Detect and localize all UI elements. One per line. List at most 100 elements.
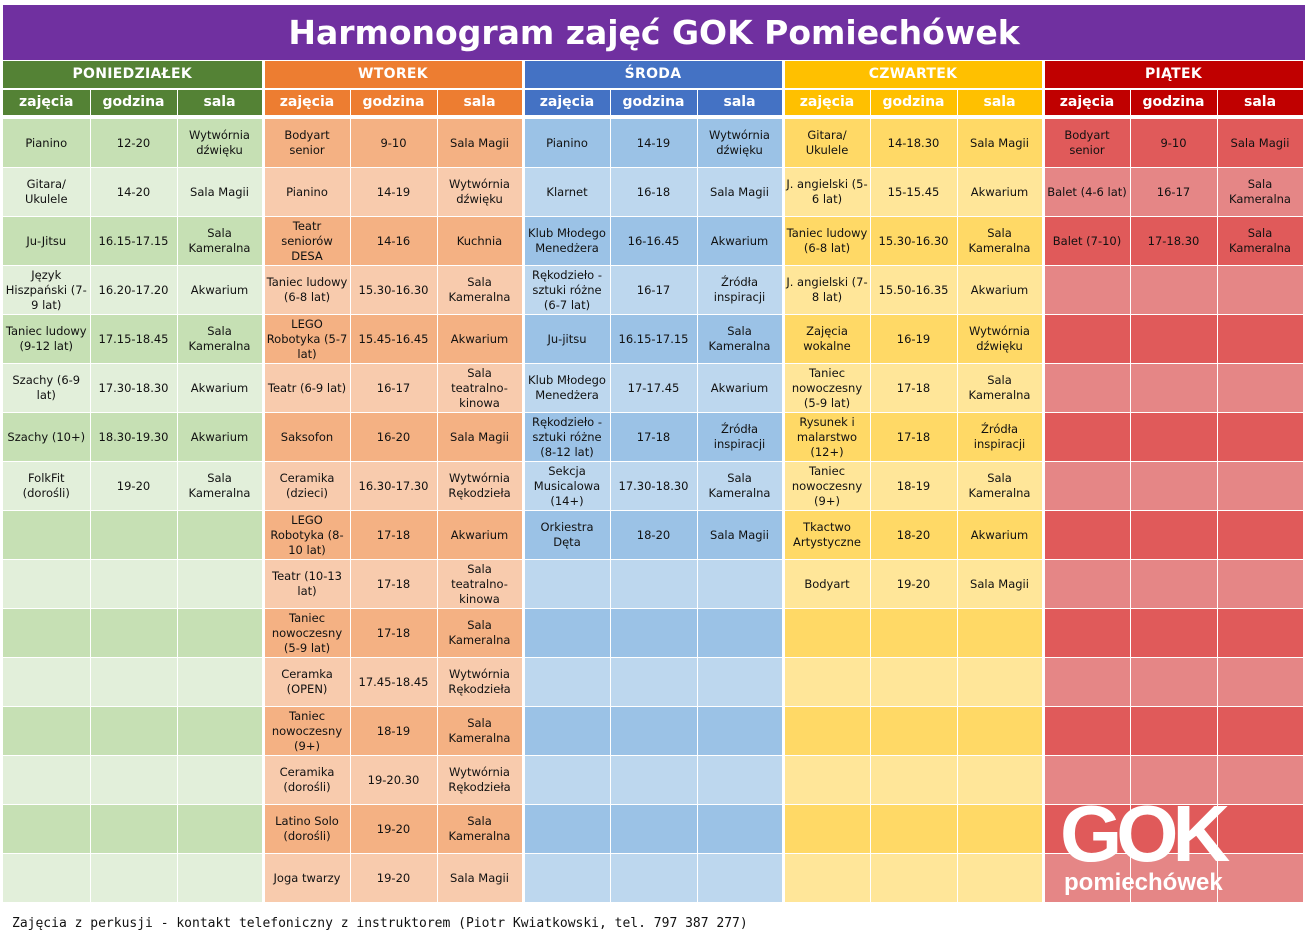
activity-cell: Taniec nowoczesny (5-9 lat) [261,608,351,658]
activity-cell: Rękodzieło - sztuki różne (8-12 lat) [521,412,611,462]
empty-cell [177,853,264,903]
time-cell: 15-15.45 [870,167,958,217]
time-cell: 16.15-17.15 [610,314,698,364]
activity-cell: J. angielski (5-6 lat) [781,167,871,217]
empty-cell [1217,363,1304,413]
empty-cell [521,559,611,609]
empty-cell [1041,559,1131,609]
room-cell: Sala Kameralna [437,804,524,854]
time-cell: 17.30-18.30 [90,363,178,413]
activity-cell: Bodyart [781,559,871,609]
time-cell: 14-16 [350,216,438,266]
column-header-row: zajęcia godzina sala zajęcia godzina sala zaję… [3,89,1304,119]
time-cell: 15.30-16.30 [870,216,958,266]
column-header-sala: sala [437,89,524,119]
empty-cell [177,804,264,854]
empty-cell [781,706,871,756]
empty-cell [1130,412,1218,462]
time-cell: 18-20 [610,510,698,560]
empty-cell [1041,265,1131,315]
empty-cell [521,804,611,854]
empty-cell [1130,265,1218,315]
activity-cell: Taniec ludowy (9-12 lat) [3,314,91,364]
empty-cell [521,853,611,903]
table-row: Ceramika (dorośli) 19-20.30 Wytwórnia Ręko… [3,755,1304,805]
day-header-wtorek: WTOREK [261,61,524,90]
day-header-sroda: ŚRODA [521,61,784,90]
empty-cell [1130,314,1218,364]
room-cell: Sala Magii [1217,117,1304,168]
table-row: Szachy (10+) 18.30-19.30 Akwarium Saksofon 1… [3,412,1304,462]
time-cell: 15.50-16.35 [870,265,958,315]
empty-cell [90,608,178,658]
empty-cell [1041,706,1131,756]
time-cell: 19-20 [350,804,438,854]
room-cell: Sala teatralno-kinowa [437,363,524,413]
time-cell: 15.45-16.45 [350,314,438,364]
activity-cell: LEGO Robotyka (8-10 lat) [261,510,351,560]
empty-cell [610,804,698,854]
empty-cell [1130,559,1218,609]
time-cell: 17-18 [350,510,438,560]
empty-cell [697,559,784,609]
empty-cell [870,755,958,805]
time-cell: 16-17 [1130,167,1218,217]
table-row: FolkFit (dorośli) 19-20 Sala Kameralna Cera… [3,461,1304,511]
room-cell: Sala Magii [957,117,1044,168]
empty-cell [3,559,91,609]
activity-cell: Ju-Jitsu [3,216,91,266]
empty-cell [1130,461,1218,511]
room-cell: Wytwórnia Rękodzieła [437,461,524,511]
schedule-table: PONIEDZIAŁEK WTOREK ŚRODA CZWARTEK PIĄTEK zaj… [3,61,1304,903]
empty-cell [957,657,1044,707]
activity-cell: Gitara/ Ukulele [3,167,91,217]
time-cell: 16.15-17.15 [90,216,178,266]
time-cell: 17-18 [870,363,958,413]
empty-cell [90,657,178,707]
time-cell: 12-20 [90,117,178,168]
empty-cell [177,608,264,658]
room-cell: Akwarium [957,265,1044,315]
time-cell: 17-18.30 [1130,216,1218,266]
room-cell: Akwarium [177,363,264,413]
time-cell: 14-18.30 [870,117,958,168]
empty-cell [1217,461,1304,511]
empty-cell [3,657,91,707]
room-cell: Kuchnia [437,216,524,266]
empty-cell [610,755,698,805]
empty-cell [1041,314,1131,364]
empty-cell [1217,314,1304,364]
empty-cell [1041,363,1131,413]
room-cell: Sala Kameralna [957,461,1044,511]
room-cell: Akwarium [957,510,1044,560]
empty-cell [1130,608,1218,658]
column-header-zajecia: zajęcia [3,89,91,119]
column-header-zajecia: zajęcia [1041,89,1131,119]
room-cell: Źródła inspiracji [957,412,1044,462]
activity-cell: Szachy (10+) [3,412,91,462]
day-header-czwartek: CZWARTEK [781,61,1044,90]
empty-cell [521,657,611,707]
empty-cell [3,706,91,756]
room-cell: Sala Kameralna [177,314,264,364]
time-cell: 17-18 [350,559,438,609]
table-row: Gitara/ Ukulele 14-20 Sala Magii Pianino 14-… [3,167,1304,217]
room-cell: Sala Kameralna [697,461,784,511]
time-cell: 16-17 [610,265,698,315]
activity-cell: Szachy (6-9 lat) [3,363,91,413]
table-row: Ceramka (OPEN) 17.45-18.45 Wytwórnia Rękod… [3,657,1304,707]
empty-cell [781,853,871,903]
room-cell: Wytwórnia Rękodzieła [437,755,524,805]
empty-cell [1130,755,1218,805]
activity-cell: Bodyart senior [1041,117,1131,168]
activity-cell: Balet (4-6 lat) [1041,167,1131,217]
day-header-poniedzialek: PONIEDZIAŁEK [3,61,264,90]
empty-cell [1130,804,1218,854]
time-cell: 18-19 [870,461,958,511]
column-header-zajecia: zajęcia [521,89,611,119]
empty-cell [957,706,1044,756]
time-cell: 19-20.30 [350,755,438,805]
empty-cell [1130,363,1218,413]
room-cell: Sala Magii [697,167,784,217]
activity-cell: Teatr (6-9 lat) [261,363,351,413]
